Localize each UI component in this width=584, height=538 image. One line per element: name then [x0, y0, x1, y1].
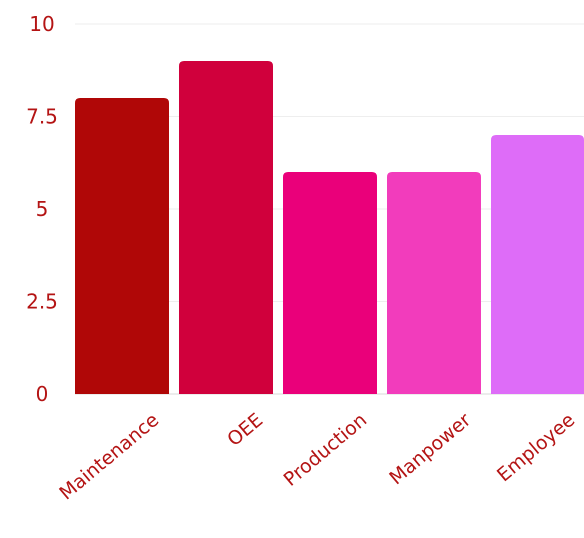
x-tick-label: Manpower	[385, 409, 475, 489]
bar-manpower[interactable]	[387, 172, 481, 394]
bar-employee[interactable]	[491, 135, 584, 394]
x-axis-labels: Maintenance OEE Production Manpower Employee	[55, 409, 579, 505]
y-tick-label: 10	[29, 12, 54, 36]
y-tick-label: 0	[36, 382, 49, 406]
y-tick-label: 7.5	[26, 105, 58, 129]
bar-maintenance[interactable]	[75, 98, 169, 394]
bar-production[interactable]	[283, 172, 377, 394]
y-tick-label: 2.5	[26, 290, 58, 314]
x-tick-label: Employee	[493, 409, 579, 486]
bar-oee[interactable]	[179, 61, 273, 394]
y-axis-ticks: 0 2.5 5 7.5 10	[26, 12, 58, 406]
bars	[75, 61, 584, 394]
x-tick-label: Production	[280, 409, 372, 491]
x-tick-label: OEE	[223, 409, 267, 451]
y-tick-label: 5	[36, 197, 49, 221]
x-tick-label: Maintenance	[55, 409, 163, 505]
